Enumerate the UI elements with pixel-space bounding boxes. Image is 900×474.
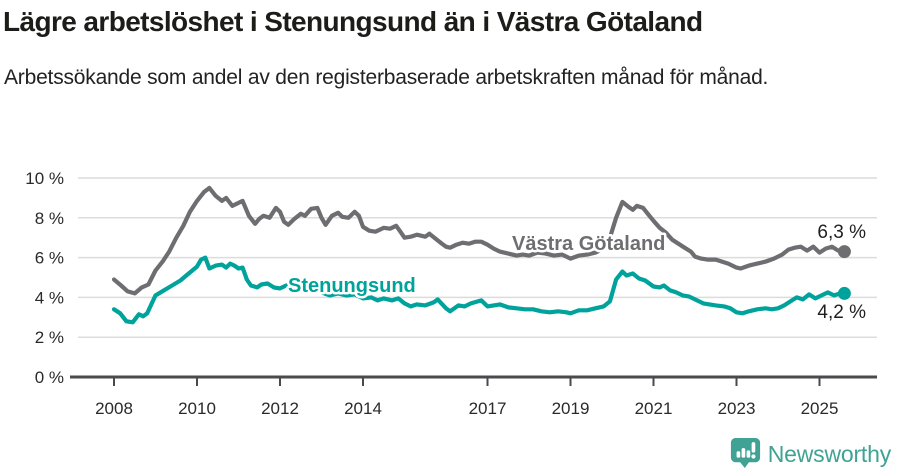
series-name-label-0: Västra Götaland	[512, 233, 665, 255]
x-tick-label: 2008	[95, 399, 133, 418]
series-end-value-1: 4,2 %	[817, 302, 866, 323]
y-tick-label: 10 %	[25, 169, 64, 188]
x-tick-label: 2019	[552, 399, 590, 418]
y-tick-label: 0 %	[35, 368, 64, 387]
x-tick-label: 2014	[344, 399, 382, 418]
y-tick-label: 8 %	[35, 209, 64, 228]
chart-axes: 0 % 2 % 4 % 6 % 8 % 10 % 2008 2010 2012 2014 2017 2…	[25, 169, 877, 418]
x-tick-label: 2010	[178, 399, 216, 418]
series-line-0	[111, 185, 847, 296]
series-end-dot-1	[837, 286, 851, 300]
page-title: Lägre arbetslöshet i Stenungsund än i Vä…	[3, 6, 703, 37]
y-tick-label: 4 %	[35, 288, 64, 307]
x-tick-label: 2017	[469, 399, 507, 418]
y-tick-label: 6 %	[35, 249, 64, 268]
newsworthy-brand-link[interactable]: Newsworthy	[730, 437, 891, 471]
x-tick-label: 2012	[261, 399, 299, 418]
chart-series	[111, 185, 851, 325]
x-tick-label: 2023	[718, 399, 756, 418]
series-name-label-1: Stenungsund	[288, 275, 416, 297]
series-end-value-0: 6,3 %	[817, 222, 866, 243]
page-subtitle: Arbetssökande som andel av den registerb…	[4, 66, 769, 89]
y-tick-label: 2 %	[35, 328, 64, 347]
series-line-1	[111, 255, 847, 325]
chart-gridlines	[78, 177, 877, 338]
series-end-dot-0	[837, 245, 851, 259]
newsworthy-logo-icon	[730, 438, 760, 468]
x-tick-label: 2021	[635, 399, 673, 418]
x-tick-label: 2025	[801, 399, 839, 418]
brand-name: Newsworthy	[767, 440, 891, 467]
chart-labels: Västra Götaland 6,3 % Stenungsund 4,2 %	[286, 222, 867, 323]
